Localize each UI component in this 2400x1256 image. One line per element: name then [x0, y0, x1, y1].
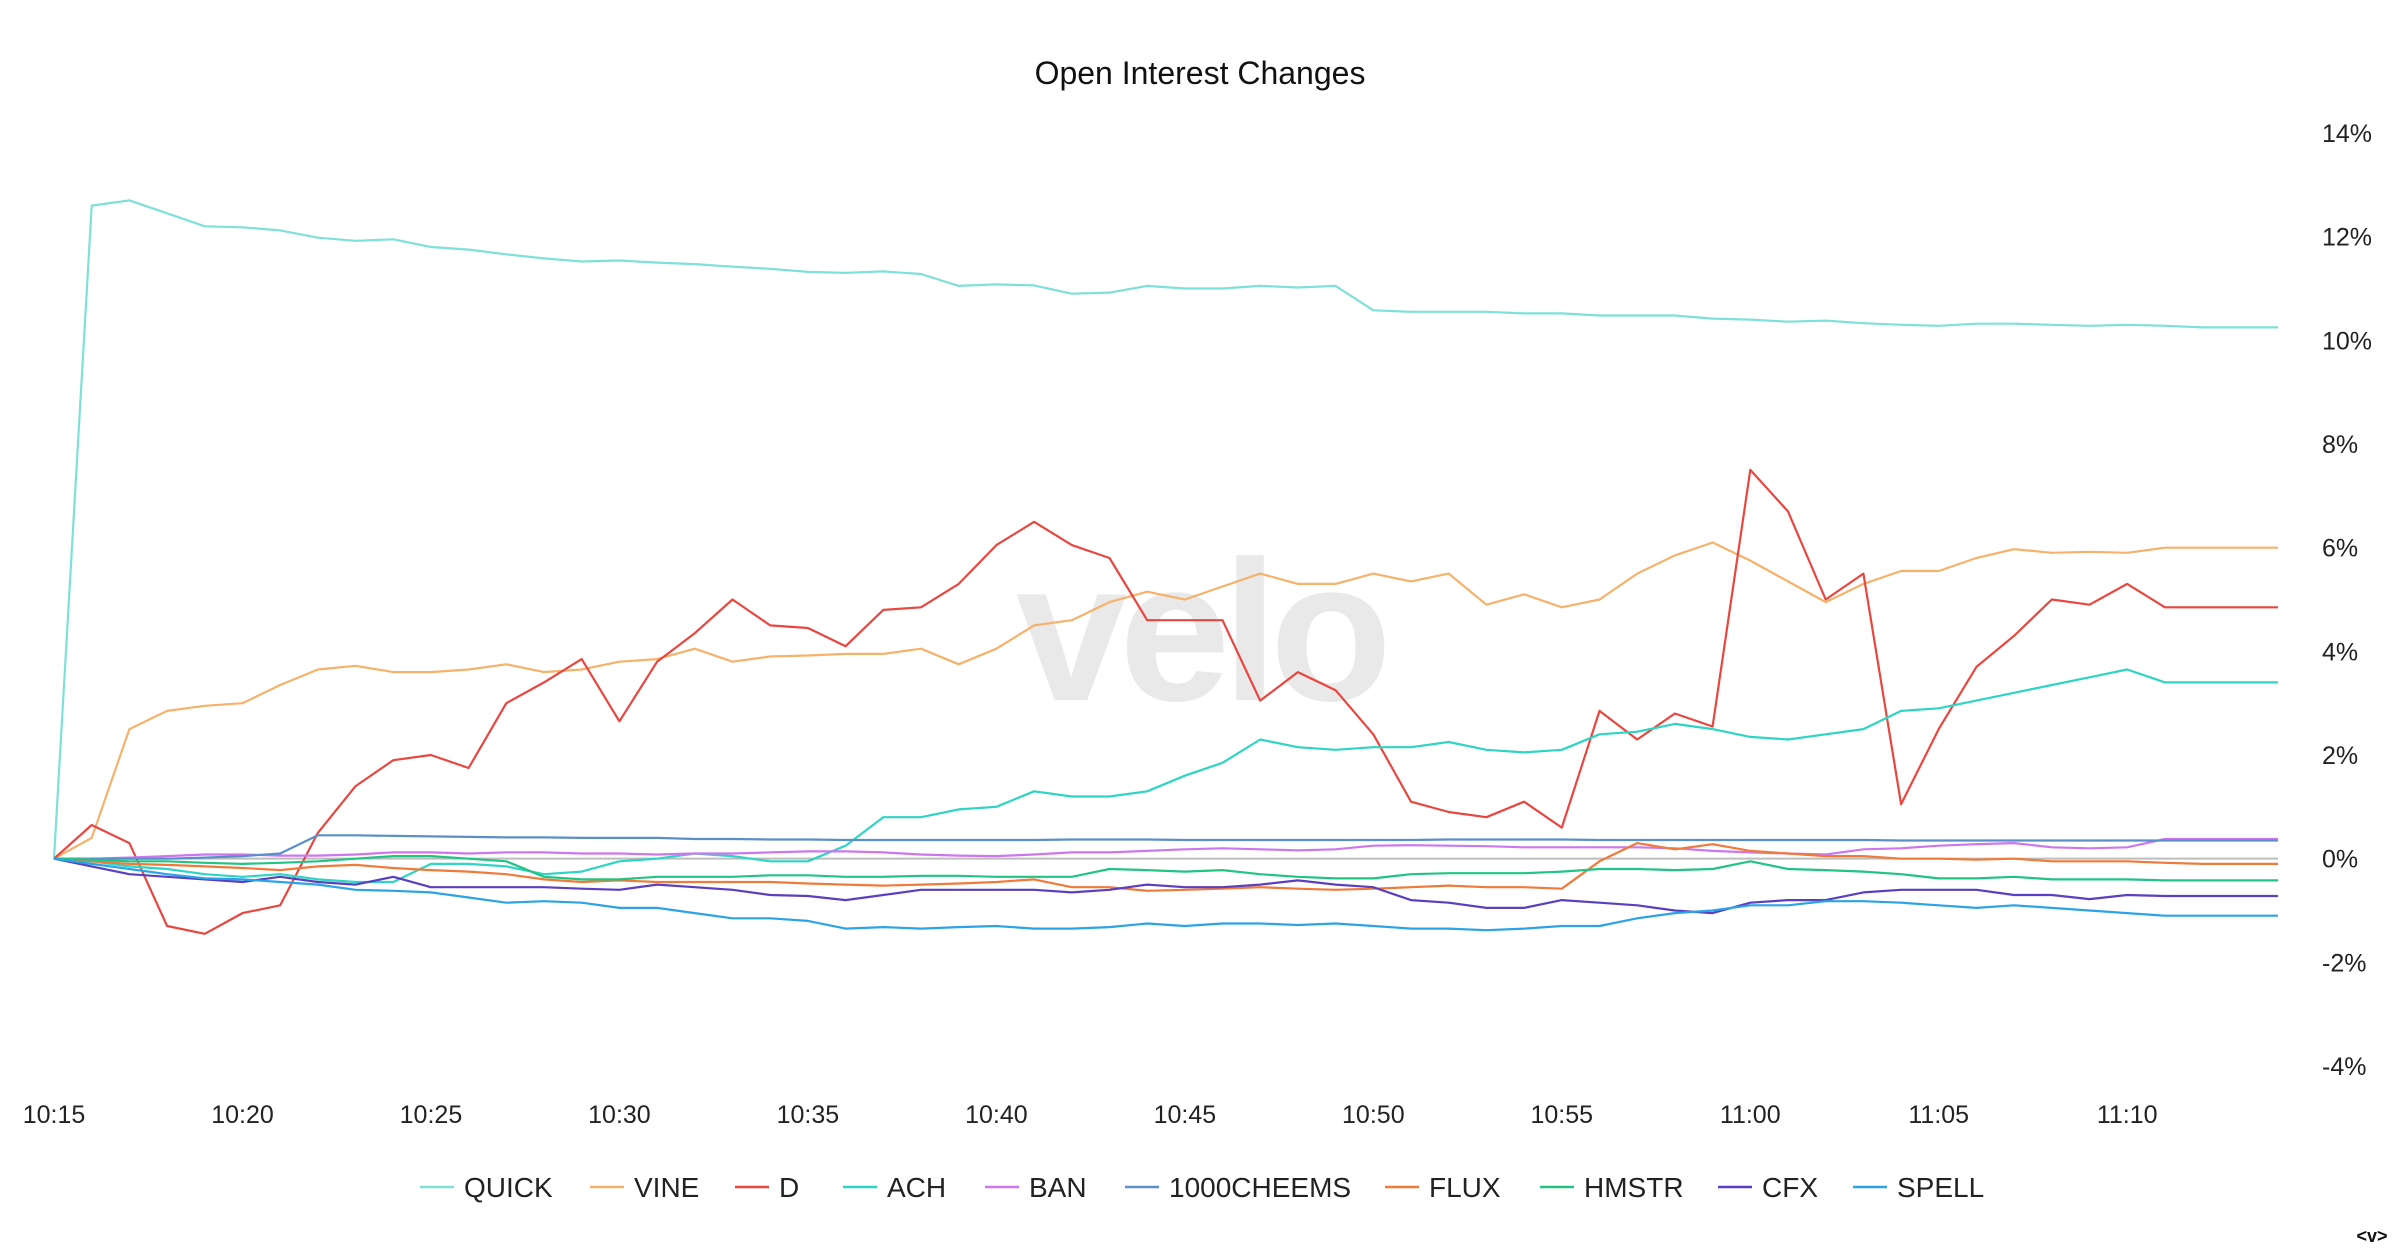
y-axis-ticks: 14% 12% 10% 8% 6% 4% 2% 0% -2% -4%: [2322, 120, 2372, 1081]
legend-label: QUICK: [464, 1172, 553, 1203]
legend-label: D: [779, 1172, 799, 1203]
series-line-vine: [53, 541, 2278, 860]
y-tick-label: 8%: [2322, 431, 2358, 459]
legend[interactable]: QUICK VINE D ACH BAN 1000CHEEMS FLUX HMSTR CFX SP…: [420, 1172, 1984, 1203]
x-tick-label: 11:10: [2097, 1101, 2158, 1129]
y-tick-label: 2%: [2322, 742, 2358, 770]
legend-item-hmstr[interactable]: HMSTR: [1540, 1172, 1684, 1203]
legend-item-flux[interactable]: FLUX: [1385, 1172, 1501, 1203]
series-lines: [52, 199, 2278, 935]
chart-title: Open Interest Changes: [1035, 55, 1366, 91]
x-tick-label: 10:25: [400, 1101, 463, 1129]
legend-label: ACH: [887, 1172, 946, 1203]
x-tick-label: 10:50: [1342, 1101, 1405, 1129]
series-line-ban: [54, 837, 2278, 860]
legend-item-d[interactable]: D: [735, 1172, 799, 1203]
y-tick-label: -2%: [2322, 949, 2366, 977]
legend-item-spell[interactable]: SPELL: [1853, 1172, 1984, 1203]
y-tick-label: 14%: [2322, 120, 2372, 148]
series-line-flux: [53, 841, 2278, 892]
y-tick-label: 12%: [2322, 224, 2372, 252]
x-tick-label: 10:20: [211, 1101, 274, 1129]
y-tick-label: 4%: [2322, 638, 2358, 666]
legend-label: 1000CHEEMS: [1169, 1172, 1351, 1203]
legend-item-cfx[interactable]: CFX: [1718, 1172, 1818, 1203]
x-tick-label: 11:00: [1720, 1101, 1781, 1129]
y-tick-label: -4%: [2322, 1053, 2366, 1081]
legend-item-ban[interactable]: BAN: [985, 1172, 1087, 1203]
legend-label: BAN: [1029, 1172, 1087, 1203]
x-tick-label: 10:30: [588, 1101, 651, 1129]
x-tick-label: 10:45: [1154, 1101, 1217, 1129]
x-tick-label: 10:15: [23, 1101, 86, 1129]
legend-label: FLUX: [1429, 1172, 1501, 1203]
legend-label: CFX: [1762, 1172, 1818, 1203]
x-tick-label: 11:05: [1908, 1101, 1969, 1129]
x-tick-label: 10:55: [1531, 1101, 1594, 1129]
series-line-spell: [53, 857, 2278, 932]
series-line-ach: [53, 668, 2278, 884]
series-line-1000cheems: [54, 834, 2278, 860]
collapse-toggle-control[interactable]: <v>: [2356, 1226, 2387, 1246]
x-axis-ticks: 10:15 10:20 10:25 10:30 10:35 10:40 10:45 10:50…: [23, 1101, 2158, 1129]
velo-watermark: velo: [1016, 520, 1385, 743]
legend-item-1000cheems[interactable]: 1000CHEEMS: [1125, 1172, 1351, 1203]
y-tick-label: 10%: [2322, 327, 2372, 355]
series-line-d: [53, 468, 2278, 935]
legend-label: VINE: [634, 1172, 699, 1203]
y-tick-label: 6%: [2322, 535, 2358, 563]
legend-label: SPELL: [1897, 1172, 1984, 1203]
y-tick-label: 0%: [2322, 846, 2358, 874]
legend-label: HMSTR: [1584, 1172, 1684, 1203]
series-line-hmstr: [53, 854, 2278, 882]
legend-item-ach[interactable]: ACH: [843, 1172, 946, 1203]
legend-item-vine[interactable]: VINE: [590, 1172, 699, 1203]
legend-item-quick[interactable]: QUICK: [420, 1172, 553, 1203]
x-tick-label: 10:35: [777, 1101, 840, 1129]
x-tick-label: 10:40: [965, 1101, 1028, 1129]
series-line-quick: [52, 199, 2278, 859]
series-line-cfx: [53, 857, 2278, 915]
